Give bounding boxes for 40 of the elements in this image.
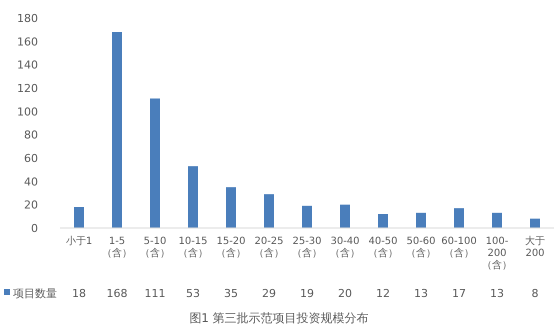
y-tick-label: 180 bbox=[17, 12, 38, 25]
y-tick-label: 60 bbox=[24, 152, 38, 165]
bar bbox=[226, 187, 236, 228]
y-tick-label: 40 bbox=[24, 175, 38, 188]
y-tick-label: 140 bbox=[17, 58, 38, 72]
bar bbox=[378, 214, 388, 228]
x-tick-label: 50-60（含） bbox=[406, 236, 436, 259]
text: 图1 第三批示范项目投资规模分布 bbox=[189, 311, 369, 325]
y-tick-label: 100 bbox=[17, 105, 38, 118]
bar bbox=[454, 208, 464, 228]
x-tick-label: 30-40（含） bbox=[330, 236, 360, 259]
bar bbox=[74, 207, 84, 228]
x-tick-label: 1-5（含） bbox=[102, 236, 132, 259]
y-tick-label: 120 bbox=[17, 82, 38, 95]
y-tick-label: 80 bbox=[24, 128, 38, 142]
x-tick-label: 10-15（含） bbox=[178, 236, 208, 259]
x-tick-label: 5-10（含） bbox=[140, 236, 170, 259]
x-tick-label: 20-25（含） bbox=[254, 236, 284, 259]
bar bbox=[340, 204, 350, 228]
data-table: 18 168 111 53 35 29 19 20 12 13 17 13 8 bbox=[72, 287, 538, 300]
bar bbox=[416, 212, 426, 228]
bar bbox=[264, 194, 274, 228]
x-tick-label: 60-100（含） bbox=[441, 236, 477, 259]
bar bbox=[188, 166, 198, 228]
x-tick-label: 100-200（含） bbox=[482, 236, 512, 271]
bar bbox=[112, 32, 122, 228]
x-tick-label: 15-20（含） bbox=[216, 236, 246, 259]
bar bbox=[150, 98, 160, 228]
x-tick-label: 40-50（含） bbox=[368, 236, 398, 259]
legend-label: 项目数量 bbox=[13, 287, 57, 300]
bar bbox=[530, 218, 540, 228]
bar bbox=[302, 206, 312, 228]
legend: 项目数量 bbox=[4, 287, 57, 300]
x-tick-label: 小于1 bbox=[66, 235, 92, 247]
bar bbox=[492, 212, 502, 228]
y-tick-label: 160 bbox=[17, 35, 38, 48]
y-tick-label: 20 bbox=[24, 198, 38, 212]
x-tick-label: 25-30（含） bbox=[292, 236, 322, 259]
y-tick-label: 0 bbox=[31, 222, 38, 235]
x-tick-label: 大于200 bbox=[525, 235, 545, 259]
